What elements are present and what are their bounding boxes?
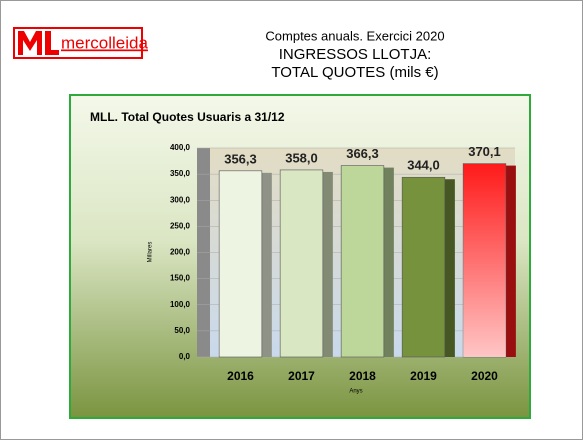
value-label: 370,1 bbox=[468, 144, 501, 159]
x-tick-label: 2017 bbox=[288, 369, 315, 383]
bar-shade bbox=[463, 163, 506, 357]
x-tick-label: 2020 bbox=[471, 369, 498, 383]
value-label: 366,3 bbox=[346, 146, 379, 161]
value-label: 344,0 bbox=[407, 158, 440, 173]
bar bbox=[401, 176, 446, 358]
bar-side-shade bbox=[504, 165, 516, 357]
y-tick-label: 300,0 bbox=[170, 195, 191, 204]
bar-side-shade bbox=[260, 172, 272, 357]
y-tick-label: 250,0 bbox=[170, 221, 191, 230]
value-label: 356,3 bbox=[224, 151, 257, 166]
logo-icon bbox=[18, 31, 42, 55]
bar-side-shade bbox=[382, 167, 394, 357]
y-axis-label: Millares bbox=[148, 242, 154, 263]
value-label: 358,0 bbox=[285, 150, 318, 165]
bar-side bbox=[321, 171, 333, 357]
y-tick-label: 50,0 bbox=[174, 326, 190, 335]
x-tick-label: 2016 bbox=[227, 369, 254, 383]
bar-side bbox=[504, 165, 516, 357]
bar bbox=[279, 169, 324, 358]
bar-side bbox=[260, 172, 272, 357]
x-axis-label: Anys bbox=[349, 389, 362, 395]
chart-title: MLL. Total Quotes Usuaris a 31/12 bbox=[90, 110, 285, 124]
bar bbox=[340, 165, 385, 358]
x-tick-label: 2018 bbox=[349, 369, 376, 383]
bar-side-shade bbox=[321, 171, 333, 357]
logo: mercolleida bbox=[13, 27, 148, 59]
header-line: TOTAL QUOTES (mils €) bbox=[271, 64, 438, 81]
header-line: Comptes anuals. Exercici 2020 bbox=[265, 28, 444, 43]
y-tick-label: 150,0 bbox=[170, 274, 191, 283]
logo-icon bbox=[45, 31, 59, 55]
y-tick-label: 0,0 bbox=[179, 352, 191, 361]
x-tick-label: 2019 bbox=[410, 369, 437, 383]
header-line: INGRESSOS LLOTJA: bbox=[279, 46, 432, 63]
y-tick-label: 400,0 bbox=[170, 143, 191, 152]
y-tick-label: 100,0 bbox=[170, 300, 191, 309]
bar-side bbox=[443, 179, 455, 357]
logo-text: mercolleida bbox=[61, 33, 148, 52]
y-tick-label: 200,0 bbox=[170, 248, 191, 257]
bar-side-shade bbox=[443, 179, 455, 357]
bar bbox=[218, 170, 263, 358]
bar-side bbox=[382, 167, 394, 357]
y-tick-label: 350,0 bbox=[170, 169, 191, 178]
